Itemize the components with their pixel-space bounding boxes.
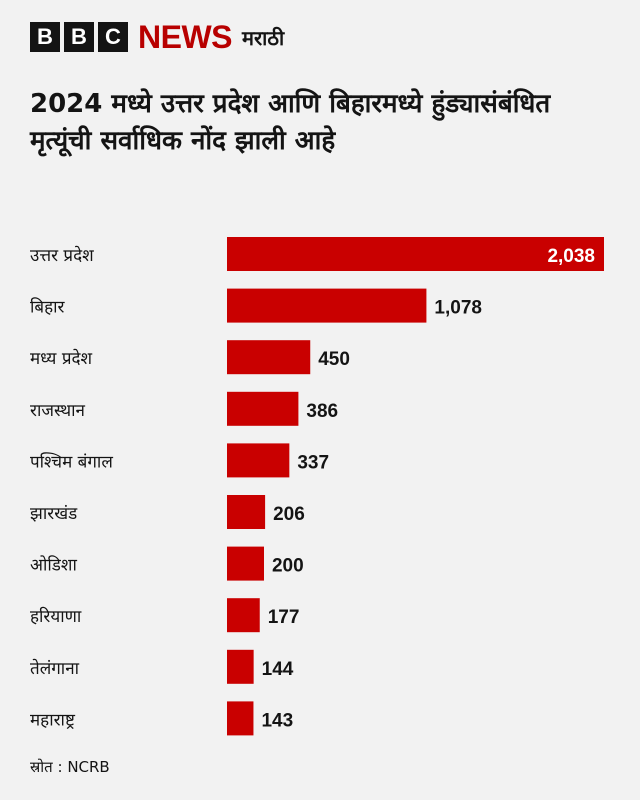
language-label: मराठी [242, 25, 285, 50]
bar-chart: उत्तर प्रदेश 2,038 बिहार 1,078 मध्य प्रदेश 45… [30, 237, 604, 736]
bar [227, 391, 299, 426]
brand-logo: B B C NEWS मराठी [30, 19, 285, 55]
value-label: 2,038 [547, 246, 595, 267]
value-label: 337 [297, 452, 329, 473]
category-label: उत्तर प्रदेश [30, 245, 94, 266]
value-label: 386 [306, 401, 338, 422]
source-note: स्रोत : NCRB [30, 758, 110, 776]
news-wordmark: NEWS [138, 19, 233, 55]
value-label: 206 [273, 504, 305, 525]
bbc-logo: B B C [30, 22, 128, 52]
bar [227, 340, 311, 375]
bar [227, 598, 260, 633]
value-label: 200 [272, 556, 304, 577]
bar [227, 649, 254, 684]
category-label: झारखंड [30, 504, 78, 524]
value-label: 143 [261, 710, 293, 731]
category-label: बिहार [30, 297, 66, 318]
bar [227, 546, 264, 581]
value-label: 1,078 [434, 298, 482, 319]
bbc-logo-letter: C [98, 22, 128, 52]
value-label: 450 [318, 349, 350, 370]
category-label: तेलंगाना [30, 658, 80, 679]
bar [227, 495, 266, 529]
bbc-logo-letter: B [64, 22, 94, 52]
category-label: पश्चिम बंगाल [30, 451, 113, 472]
chart-title: 2024 मध्ये उत्तर प्रदेश आणि बिहारमध्ये ह… [30, 89, 551, 156]
category-label: महाराष्ट्र [30, 710, 76, 730]
value-label: 177 [268, 607, 300, 628]
bar [227, 443, 290, 478]
bbc-logo-letter: B [30, 22, 60, 52]
category-label: ओडिशा [30, 555, 77, 576]
category-label: हरियाणा [30, 606, 82, 627]
bar [227, 701, 254, 736]
value-label: 144 [262, 659, 294, 680]
category-label: राजस्थान [30, 401, 86, 421]
bar [227, 237, 604, 271]
bar [227, 288, 427, 323]
category-label: मध्य प्रदेश [30, 348, 93, 369]
